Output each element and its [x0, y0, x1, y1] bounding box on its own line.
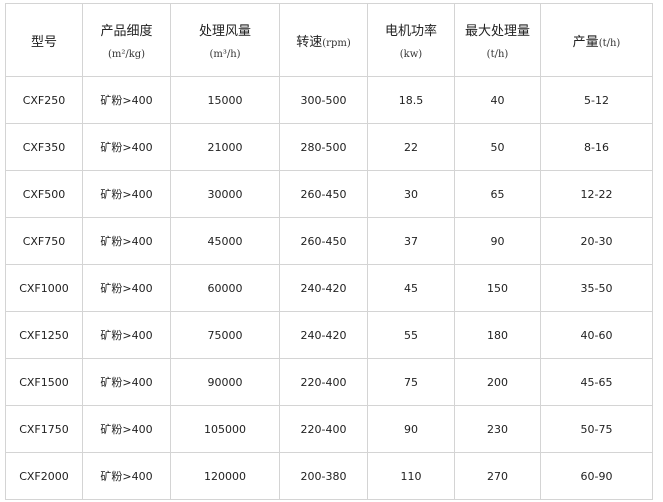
- cell-output: 5-12: [540, 76, 653, 124]
- cell-max-capacity: 230: [454, 405, 541, 453]
- cell-power: 75: [367, 358, 455, 406]
- header-row: 型号 产品细度 (m²/kg) 处理风量 (m³/h) 转速(rpm) 电机功率 (k…: [5, 3, 653, 77]
- header-fineness: 产品细度 (m²/kg): [82, 3, 171, 77]
- cell-airflow: 90000: [170, 358, 280, 406]
- cell-model: CXF1500: [5, 358, 83, 406]
- cell-airflow: 45000: [170, 217, 280, 265]
- cell-speed: 220-400: [279, 358, 368, 406]
- cell-output: 8-16: [540, 123, 653, 171]
- table-row: CXF1000 矿粉>400 60000 240-420 45 150 35-50: [5, 264, 653, 312]
- header-max-capacity: 最大处理量 (t/h): [454, 3, 541, 77]
- cell-output: 40-60: [540, 311, 653, 359]
- cell-model: CXF750: [5, 217, 83, 265]
- cell-output: 60-90: [540, 452, 653, 500]
- cell-model: CXF2000: [5, 452, 83, 500]
- cell-power: 110: [367, 452, 455, 500]
- cell-airflow: 105000: [170, 405, 280, 453]
- header-speed: 转速(rpm): [279, 3, 368, 77]
- cell-airflow: 30000: [170, 170, 280, 218]
- header-power: 电机功率 (kw): [367, 3, 455, 77]
- cell-max-capacity: 40: [454, 76, 541, 124]
- table-row: CXF2000 矿粉>400 120000 200-380 110 270 60-90: [5, 452, 653, 500]
- cell-airflow: 21000: [170, 123, 280, 171]
- cell-power: 30: [367, 170, 455, 218]
- cell-fineness: 矿粉>400: [82, 123, 171, 171]
- cell-airflow: 60000: [170, 264, 280, 312]
- cell-output: 35-50: [540, 264, 653, 312]
- cell-airflow: 15000: [170, 76, 280, 124]
- cell-speed: 300-500: [279, 76, 368, 124]
- cell-output: 12-22: [540, 170, 653, 218]
- cell-fineness: 矿粉>400: [82, 311, 171, 359]
- cell-power: 37: [367, 217, 455, 265]
- cell-max-capacity: 90: [454, 217, 541, 265]
- cell-model: CXF1250: [5, 311, 83, 359]
- cell-power: 18.5: [367, 76, 455, 124]
- cell-model: CXF500: [5, 170, 83, 218]
- table-row: CXF1250 矿粉>400 75000 240-420 55 180 40-60: [5, 311, 653, 359]
- cell-airflow: 75000: [170, 311, 280, 359]
- cell-fineness: 矿粉>400: [82, 452, 171, 500]
- table-row: CXF350 矿粉>400 21000 280-500 22 50 8-16: [5, 123, 653, 171]
- table-row: CXF1750 矿粉>400 105000 220-400 90 230 50-75: [5, 405, 653, 453]
- header-airflow: 处理风量 (m³/h): [170, 3, 280, 77]
- cell-speed: 200-380: [279, 452, 368, 500]
- spec-table: 型号 产品细度 (m²/kg) 处理风量 (m³/h) 转速(rpm) 电机功率 (k…: [5, 3, 653, 500]
- cell-airflow: 120000: [170, 452, 280, 500]
- cell-fineness: 矿粉>400: [82, 76, 171, 124]
- table-row: CXF1500 矿粉>400 90000 220-400 75 200 45-65: [5, 358, 653, 406]
- table-row: CXF250 矿粉>400 15000 300-500 18.5 40 5-12: [5, 76, 653, 124]
- cell-model: CXF250: [5, 76, 83, 124]
- table-row: CXF750 矿粉>400 45000 260-450 37 90 20-30: [5, 217, 653, 265]
- cell-power: 55: [367, 311, 455, 359]
- header-model: 型号: [5, 3, 83, 77]
- cell-max-capacity: 270: [454, 452, 541, 500]
- cell-model: CXF1000: [5, 264, 83, 312]
- cell-speed: 260-450: [279, 217, 368, 265]
- cell-output: 50-75: [540, 405, 653, 453]
- cell-power: 45: [367, 264, 455, 312]
- cell-speed: 240-420: [279, 264, 368, 312]
- cell-model: CXF1750: [5, 405, 83, 453]
- cell-max-capacity: 65: [454, 170, 541, 218]
- cell-power: 22: [367, 123, 455, 171]
- cell-max-capacity: 180: [454, 311, 541, 359]
- cell-max-capacity: 200: [454, 358, 541, 406]
- cell-max-capacity: 150: [454, 264, 541, 312]
- cell-max-capacity: 50: [454, 123, 541, 171]
- cell-speed: 240-420: [279, 311, 368, 359]
- cell-fineness: 矿粉>400: [82, 217, 171, 265]
- cell-speed: 220-400: [279, 405, 368, 453]
- cell-fineness: 矿粉>400: [82, 170, 171, 218]
- header-output: 产量(t/h): [540, 3, 653, 77]
- cell-speed: 260-450: [279, 170, 368, 218]
- cell-fineness: 矿粉>400: [82, 405, 171, 453]
- cell-output: 20-30: [540, 217, 653, 265]
- cell-fineness: 矿粉>400: [82, 358, 171, 406]
- cell-power: 90: [367, 405, 455, 453]
- cell-speed: 280-500: [279, 123, 368, 171]
- table-row: CXF500 矿粉>400 30000 260-450 30 65 12-22: [5, 170, 653, 218]
- cell-model: CXF350: [5, 123, 83, 171]
- cell-fineness: 矿粉>400: [82, 264, 171, 312]
- cell-output: 45-65: [540, 358, 653, 406]
